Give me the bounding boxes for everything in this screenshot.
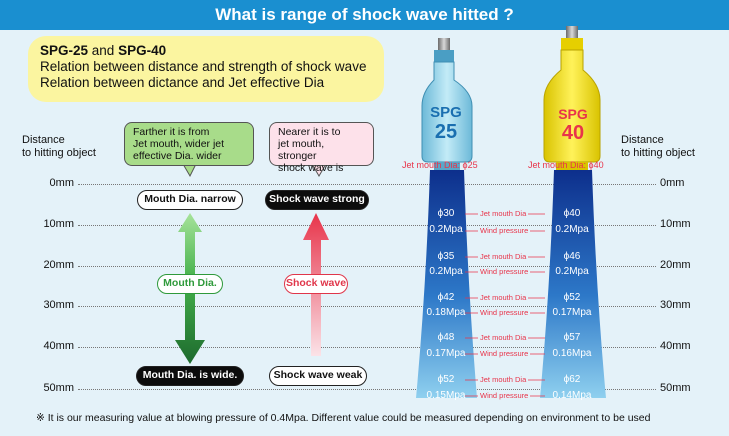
spg25-pressure-50: 0.15Mpa	[426, 390, 466, 401]
page-title: What is range of shock wave hitted ?	[0, 0, 729, 30]
spg25-dia-40: ϕ48	[437, 332, 455, 343]
shock-wave-pill: Shock wave	[284, 274, 348, 294]
scale-label-left: 20mm	[43, 259, 74, 271]
scale-dots	[78, 266, 656, 267]
spg25-number: 25	[434, 121, 458, 143]
scale-label-right: 20mm	[660, 259, 691, 271]
shock-strong-pill: Shock wave strong	[265, 190, 369, 210]
distance-label-right-1: Distance	[621, 134, 664, 146]
spg40-pressure-30: 0.17Mpa	[552, 307, 592, 318]
mid-jet-label-30: Jet mouth Dia	[478, 293, 529, 302]
spg40-pressure-20: 0.2Mpa	[555, 266, 589, 277]
intro-models: SPG-25 and SPG-40	[40, 43, 372, 59]
spg40-dia-40: ϕ57	[563, 332, 581, 343]
scale-label-left: 40mm	[43, 340, 74, 352]
spg25-dia-50: ϕ52	[437, 374, 455, 385]
mid-jet-label-50: Jet mouth Dia	[478, 375, 529, 384]
intro-and: and	[88, 43, 119, 58]
distance-label-left: Distance to hitting object	[22, 134, 96, 160]
intro-box: SPG-25 and SPG-40 Relation between dista…	[28, 36, 384, 102]
spg25-dia-30: ϕ42	[437, 292, 455, 303]
scale-dots	[78, 306, 656, 307]
spg40-pressure-10: 0.2Mpa	[555, 224, 589, 235]
spg40-dia-30: ϕ52	[563, 292, 581, 303]
spg40-dia-20: ϕ46	[563, 251, 581, 262]
scale-label-left: 10mm	[43, 218, 74, 230]
scale-dots	[78, 225, 656, 226]
spg40-dia-50: ϕ62	[563, 374, 581, 385]
scale-label-right: 10mm	[660, 218, 691, 230]
balloon-pink-line-2: jet mouth, stronger	[278, 138, 325, 162]
footnote: ※ It is our measuring value at blowing p…	[36, 412, 651, 424]
scale-label-right: 50mm	[660, 382, 691, 394]
balloon-near-stronger: Nearer it is to jet mouth, stronger shoc…	[269, 122, 374, 174]
spg40-brand: SPG	[558, 106, 588, 122]
distance-label-left-2: to hitting object	[22, 147, 96, 159]
spg25-dia-20: ϕ35	[437, 251, 455, 262]
scale-label-right: 30mm	[660, 299, 691, 311]
balloon-pink-line-3: shock wave is	[278, 162, 344, 174]
mid-wind-label-30: Wind pressure	[478, 308, 531, 317]
model-b: SPG-40	[118, 43, 167, 58]
jet-stream-spg25	[416, 170, 477, 398]
mid-wind-label-50: Wind pressure	[478, 391, 531, 400]
mid-jet-label-10: Jet mouth Dia	[478, 209, 529, 218]
balloon-green-line-3: effective Dia. wider	[133, 150, 222, 162]
spg40-dia-10: ϕ40	[563, 208, 581, 219]
spg25-pressure-40: 0.17Mpa	[426, 348, 466, 359]
spg25-brand: SPG	[430, 104, 462, 121]
spg40-number: 40	[561, 122, 585, 144]
measure-connectors	[465, 213, 545, 397]
mid-wind-label-40: Wind pressure	[478, 349, 531, 358]
distance-label-left-1: Distance	[22, 134, 65, 146]
spg25-pressure-10: 0.2Mpa	[429, 224, 463, 235]
intro-line-2: Relation between dictance and Jet effect…	[40, 75, 325, 90]
distance-label-right-2: to hitting object	[621, 147, 695, 159]
spg25-dia-10: ϕ30	[437, 208, 455, 219]
scale-label-left: 30mm	[43, 299, 74, 311]
mouth-narrow-pill: Mouth Dia. narrow	[137, 190, 243, 210]
balloon-green-line-2: Jet mouth, wider jet	[133, 138, 225, 150]
spg25-pressure-30: 0.18Mpa	[426, 307, 466, 318]
jet-stream-spg40	[540, 170, 606, 398]
scale-label-left: 0mm	[49, 177, 74, 189]
scale-label-right: 0mm	[660, 177, 685, 189]
distance-label-right: Distance to hitting object	[621, 134, 695, 160]
scale-label-left: 50mm	[43, 382, 74, 394]
mid-jet-label-40: Jet mouth Dia	[478, 333, 529, 342]
mid-jet-label-20: Jet mouth Dia	[478, 252, 529, 261]
spg25-label: SPG 25	[426, 104, 466, 143]
balloon-far-wider: Farther it is from Jet mouth, wider jet …	[124, 122, 254, 166]
mouth-dia-pill: Mouth Dia.	[157, 274, 223, 294]
spg40-label: SPG 40	[551, 106, 595, 144]
intro-line-1: Relation between distance and strength o…	[40, 59, 367, 74]
scale-dots	[78, 184, 656, 185]
mid-wind-label-10: Wind pressure	[478, 226, 531, 235]
spg40-pressure-40: 0.16Mpa	[552, 348, 592, 359]
spg25-pressure-20: 0.2Mpa	[429, 266, 463, 277]
scale-label-right: 40mm	[660, 340, 691, 352]
model-a: SPG-25	[40, 43, 89, 58]
nozzle-spg25	[421, 38, 473, 170]
spg40-jet-label: Jet mouth Dia: ϕ40	[528, 160, 604, 170]
mid-wind-label-20: Wind pressure	[478, 267, 531, 276]
mouth-wide-pill: Mouth Dia. is wide.	[136, 366, 244, 386]
balloon-green-line-1: Farther it is from	[133, 126, 210, 138]
spg25-jet-label: Jet mouth Dia: ϕ25	[402, 160, 478, 170]
spg40-pressure-50: 0.14Mpa	[552, 390, 592, 401]
scale-dots	[78, 347, 656, 348]
shock-weak-pill: Shock wave weak	[269, 366, 367, 386]
scale-dots	[78, 389, 656, 390]
balloon-pink-line-1: Nearer it is to	[278, 126, 341, 138]
nozzle-spg40	[543, 26, 601, 170]
